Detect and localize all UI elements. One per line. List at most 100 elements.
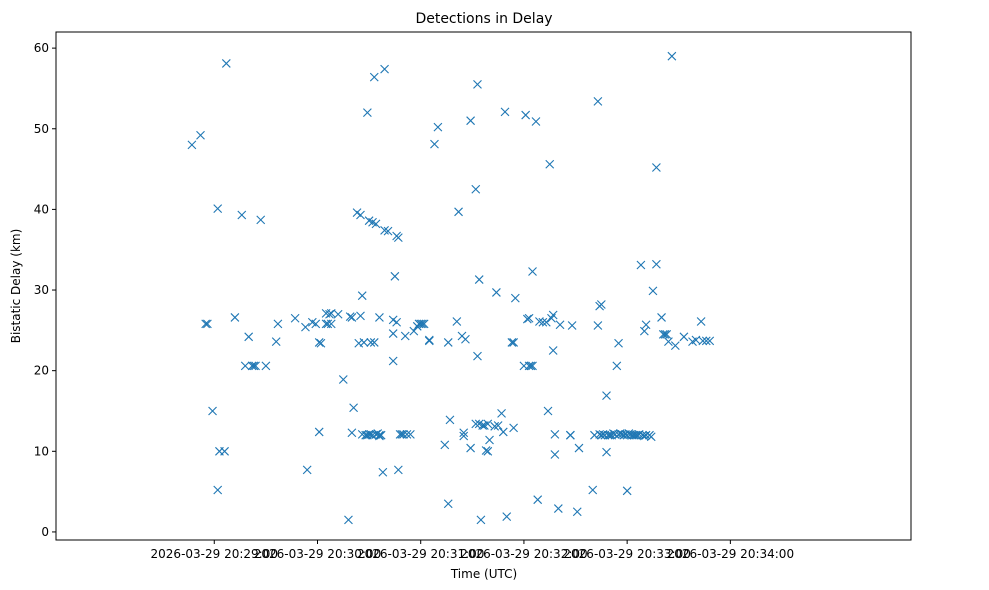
data-point (622, 486, 632, 496)
plot-frame (55, 31, 912, 541)
data-point (543, 406, 553, 416)
chart-title: Detections in Delay (415, 11, 552, 27)
data-point (667, 51, 677, 61)
data-point (356, 210, 365, 220)
data-point (641, 430, 651, 440)
data-point (548, 310, 558, 320)
data-point (646, 432, 656, 442)
data-point (492, 288, 501, 297)
data-point (466, 443, 475, 453)
data-point (550, 450, 560, 459)
data-point (698, 336, 708, 346)
y-tick-label: 30 (34, 283, 49, 297)
data-point (369, 338, 379, 347)
data-point (631, 430, 641, 440)
data-point (443, 338, 453, 347)
data-point (602, 447, 611, 457)
data-point (249, 361, 259, 371)
data-point (375, 431, 384, 441)
data-point (409, 326, 419, 336)
data-point (366, 338, 376, 347)
y-axis-label: Bistatic Delay (km) (9, 229, 23, 344)
y-tick-label: 40 (34, 202, 49, 216)
data-point (701, 336, 711, 346)
data-point (533, 495, 543, 505)
data-point (405, 429, 415, 439)
data-point (359, 338, 369, 347)
data-point (641, 320, 651, 330)
data-point (347, 313, 357, 322)
data-point (521, 110, 531, 120)
data-point (548, 346, 558, 355)
data-point (393, 465, 403, 475)
data-point (323, 319, 333, 329)
data-point (392, 317, 402, 327)
data-point (378, 467, 388, 477)
data-point (593, 96, 603, 106)
data-point (498, 427, 508, 437)
data-point (502, 512, 512, 522)
data-point (371, 219, 381, 229)
data-point (202, 319, 212, 329)
y-tick-label: 60 (34, 41, 49, 55)
data-point (574, 443, 584, 453)
data-point (572, 507, 582, 517)
data-point (261, 361, 271, 371)
data-point (541, 317, 551, 327)
scatter-points (187, 51, 715, 525)
data-point (670, 341, 680, 351)
data-point (545, 159, 555, 169)
data-point (652, 163, 661, 172)
data-point (221, 59, 231, 68)
data-point (240, 361, 250, 371)
data-point (528, 361, 537, 371)
data-point (325, 309, 334, 319)
data-point (424, 336, 434, 346)
data-point (507, 338, 517, 347)
data-point (395, 429, 405, 439)
data-point (349, 403, 359, 413)
data-point (364, 429, 374, 439)
y-axis: 0 10 20 30 40 50 60 (34, 41, 56, 539)
data-point (565, 430, 575, 440)
x-tick-label: 2026-03-29 20:30:00 (254, 547, 381, 561)
data-point (430, 139, 439, 149)
data-point (208, 406, 217, 416)
data-point (187, 140, 197, 150)
data-point (660, 329, 670, 339)
data-point (443, 499, 453, 509)
data-point (509, 423, 518, 433)
data-point (593, 321, 603, 330)
data-point (380, 64, 389, 74)
data-point (338, 375, 348, 384)
data-point (657, 313, 666, 322)
data-point (375, 430, 384, 440)
data-point (424, 335, 434, 345)
data-point (390, 271, 400, 281)
data-point (362, 108, 372, 118)
data-point (553, 504, 563, 513)
data-point (524, 361, 534, 371)
data-point (550, 429, 560, 439)
data-point (648, 286, 658, 296)
data-point (476, 515, 486, 525)
data-point (356, 311, 365, 321)
x-tick-label: 2026-03-29 20:29:00 (151, 547, 278, 561)
y-tick-label: 20 (34, 364, 49, 378)
y-tick-label: 0 (41, 525, 49, 539)
data-point (380, 225, 389, 235)
data-point (251, 361, 260, 371)
data-point (440, 440, 450, 450)
data-point (555, 320, 565, 330)
data-point (509, 338, 518, 347)
data-point (658, 329, 668, 339)
data-point (614, 338, 623, 348)
data-point (357, 291, 367, 301)
data-point (528, 267, 537, 276)
data-point (326, 319, 336, 329)
data-point (466, 116, 475, 126)
data-point (419, 319, 429, 329)
data-point (526, 361, 536, 371)
data-point (452, 317, 462, 326)
